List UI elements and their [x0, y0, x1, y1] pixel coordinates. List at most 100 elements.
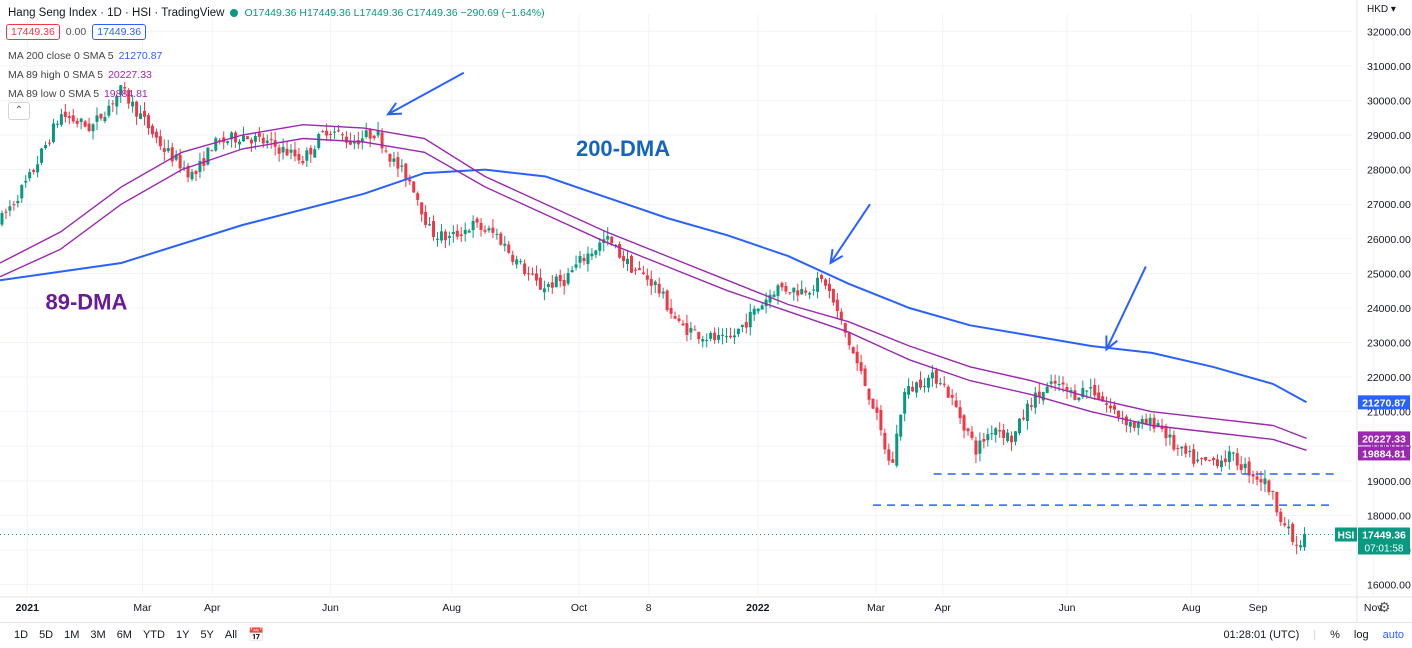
candle-body	[95, 115, 99, 122]
candle-body	[922, 386, 926, 388]
candle-body	[982, 439, 986, 442]
candle-body	[701, 339, 705, 342]
candle-body	[1247, 461, 1251, 476]
candle-body	[919, 379, 923, 388]
candle-body	[1148, 417, 1152, 425]
timeframe-1y[interactable]: 1Y	[175, 629, 190, 641]
x-tick-label: Jun	[1059, 602, 1076, 614]
candle-body	[170, 147, 174, 162]
timeframe-5d[interactable]: 5D	[39, 629, 54, 641]
candle-body	[986, 434, 990, 441]
percent-scale-button[interactable]: %	[1330, 629, 1340, 641]
candle-body	[907, 385, 911, 395]
candle-body	[360, 138, 364, 143]
candle-body	[1017, 418, 1021, 434]
candle-body	[835, 299, 839, 312]
candle-body	[990, 433, 994, 435]
auto-scale-button[interactable]: auto	[1382, 629, 1404, 641]
indicator-ma89-high[interactable]: MA 89 high 0 SMA 5 20227.33	[8, 69, 152, 81]
candle-body	[867, 388, 871, 400]
candle-body	[277, 147, 281, 154]
candle-body	[1081, 388, 1085, 398]
candle-body	[760, 305, 764, 310]
candle-body	[388, 154, 392, 162]
y-tick-label: 22000.00	[1367, 372, 1411, 384]
candle-body	[1152, 417, 1156, 429]
x-tick-label: Apr	[204, 602, 221, 614]
candle-body	[245, 136, 249, 140]
candle-body	[115, 95, 119, 107]
buy-price-box[interactable]: 17449.36	[92, 24, 147, 40]
settings-gear-icon[interactable]: ⚙	[1378, 599, 1391, 615]
chart-title[interactable]: Hang Seng Index · 1D · HSI · TradingView	[8, 7, 225, 19]
candle-body	[1136, 421, 1140, 428]
candle-body	[103, 117, 107, 122]
sell-price-box[interactable]: 17449.36	[6, 24, 60, 40]
candle-body	[12, 204, 16, 206]
candle-body	[459, 234, 463, 237]
ma-price-tag	[1358, 446, 1410, 461]
candle-body	[1144, 418, 1148, 425]
candle-body	[1002, 429, 1006, 438]
timeframe-1d[interactable]: 1D	[14, 629, 29, 641]
arrow-head	[386, 102, 403, 116]
candle-body	[190, 171, 194, 180]
price-chart[interactable]: 200-DMA 89-DMA 16000.0017000.0018000.0019…	[0, 0, 1412, 622]
candle-body	[792, 287, 796, 293]
candle-body	[146, 115, 150, 129]
candle-body	[1085, 390, 1089, 392]
candle-body	[32, 169, 36, 172]
indicator-value: 20227.33	[108, 69, 152, 81]
candle-body	[443, 231, 447, 241]
timeframe-6m[interactable]: 6M	[116, 629, 132, 641]
ma89-high-line	[0, 123, 1307, 440]
y-tick-label: 31000.00	[1367, 61, 1411, 73]
candle-body	[626, 258, 630, 265]
candle-body	[1251, 474, 1255, 477]
candle-body	[1227, 451, 1231, 463]
candle-body	[1113, 405, 1117, 410]
log-scale-button[interactable]: log	[1353, 629, 1369, 641]
timeframe-1m[interactable]: 1M	[64, 629, 80, 641]
x-tick-label: Mar	[867, 602, 886, 614]
candle-body	[546, 284, 550, 287]
candle-body	[186, 165, 190, 178]
candle-body	[495, 233, 499, 235]
candle-body	[966, 428, 970, 432]
collapse-legend-icon[interactable]: ⌃	[8, 102, 30, 120]
candle-body	[1287, 526, 1291, 529]
candle-body	[503, 243, 507, 246]
candle-body	[665, 290, 669, 311]
timeframe-3m[interactable]: 3M	[90, 629, 106, 641]
candle-body	[384, 150, 388, 152]
x-tick-label: Nov	[1364, 602, 1383, 614]
candle-body	[1223, 458, 1227, 463]
indicator-ma89-low[interactable]: MA 89 low 0 SMA 5 19884.81	[8, 88, 148, 100]
candle-body	[554, 276, 558, 288]
candle-body	[1093, 384, 1097, 396]
candle-body	[1029, 405, 1033, 407]
timeframe-ytd[interactable]: YTD	[142, 629, 165, 641]
indicator-ma200[interactable]: MA 200 close 0 SMA 5 21270.87	[8, 50, 162, 62]
candle-body	[808, 292, 812, 295]
y-tick-label: 28000.00	[1367, 165, 1411, 177]
candle-body	[598, 242, 602, 251]
candle-body	[321, 131, 325, 133]
candle-body	[1037, 391, 1041, 398]
date-range-icon[interactable]: 📅	[248, 627, 265, 642]
candle-body	[1255, 476, 1259, 480]
candle-body	[946, 386, 950, 398]
candle-body	[685, 323, 689, 335]
candle-body	[871, 398, 875, 409]
timeframe-5y[interactable]: 5Y	[200, 629, 214, 641]
candle-body	[424, 212, 428, 225]
candle-body	[67, 116, 71, 119]
candle-body	[697, 332, 701, 340]
candle-body	[566, 273, 570, 284]
x-tick-label: 2022	[746, 602, 770, 614]
clock-time[interactable]: 01:28:01 (UTC)	[1223, 629, 1300, 641]
candle-body	[392, 158, 396, 162]
candle-body	[206, 147, 210, 165]
last-price-tag	[1358, 527, 1410, 555]
timeframe-all[interactable]: All	[224, 629, 238, 641]
